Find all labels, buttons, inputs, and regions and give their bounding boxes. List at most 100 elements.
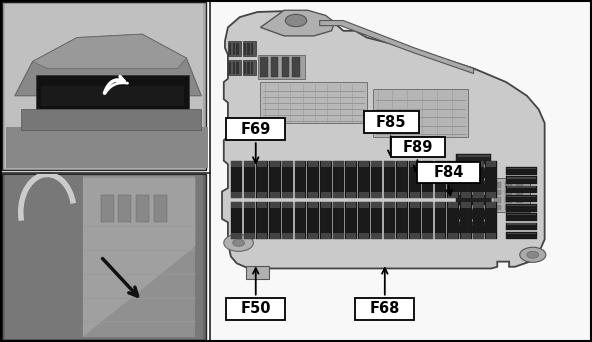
Bar — [505, 197, 512, 203]
Bar — [228, 60, 241, 75]
Circle shape — [527, 251, 539, 258]
Bar — [460, 202, 471, 239]
Bar — [271, 57, 278, 77]
Bar — [371, 202, 382, 239]
Bar — [435, 161, 445, 167]
Bar — [397, 202, 407, 208]
Bar — [251, 62, 253, 74]
Bar — [494, 182, 501, 188]
Bar — [456, 195, 491, 205]
Bar — [346, 233, 356, 239]
Polygon shape — [36, 75, 189, 109]
Bar — [372, 233, 382, 239]
Bar — [333, 161, 343, 167]
Bar — [320, 161, 332, 198]
Bar — [244, 192, 255, 198]
Bar — [292, 57, 300, 77]
Bar — [373, 89, 468, 137]
Bar — [5, 4, 203, 168]
Polygon shape — [83, 178, 195, 337]
Bar — [243, 41, 256, 56]
Polygon shape — [222, 11, 545, 268]
Bar — [257, 233, 268, 239]
Bar — [211, 1, 590, 341]
Bar — [461, 161, 471, 167]
Bar — [244, 202, 255, 239]
Bar — [244, 161, 255, 198]
Bar — [251, 43, 253, 55]
Bar — [2, 2, 206, 170]
Text: F69: F69 — [240, 122, 271, 136]
Bar — [448, 161, 459, 198]
Bar — [422, 202, 433, 208]
Bar — [372, 161, 382, 167]
Bar — [346, 192, 356, 198]
Bar — [260, 82, 367, 123]
Bar — [472, 161, 484, 198]
Bar — [359, 192, 369, 198]
Bar — [257, 161, 268, 167]
Bar — [295, 202, 305, 208]
Bar — [282, 202, 293, 208]
Bar — [346, 202, 356, 208]
Bar — [371, 161, 382, 198]
Bar — [507, 223, 536, 225]
Bar — [346, 161, 356, 167]
Bar — [154, 195, 167, 222]
Bar — [474, 202, 484, 208]
Text: F85: F85 — [376, 115, 407, 130]
Bar — [307, 202, 318, 239]
Bar — [422, 202, 433, 239]
Bar — [101, 195, 114, 222]
Bar — [384, 233, 394, 239]
Bar — [410, 161, 420, 167]
Bar — [397, 161, 408, 198]
Circle shape — [224, 234, 253, 251]
Circle shape — [520, 247, 546, 262]
Bar — [507, 196, 536, 197]
Bar — [435, 233, 445, 239]
Bar — [458, 196, 490, 198]
Bar — [486, 233, 496, 239]
Bar — [494, 197, 501, 203]
Bar — [243, 60, 256, 75]
Bar — [435, 202, 445, 208]
Bar — [236, 62, 239, 74]
Bar — [364, 111, 419, 133]
Bar — [333, 161, 345, 198]
Bar — [491, 178, 530, 212]
Bar — [282, 57, 289, 77]
Bar — [231, 202, 243, 239]
Bar — [118, 195, 131, 222]
Bar — [258, 55, 305, 79]
Bar — [507, 214, 536, 215]
Bar — [282, 192, 293, 198]
Bar — [494, 190, 501, 195]
Bar — [41, 86, 184, 106]
Bar — [422, 233, 433, 239]
Bar — [391, 137, 445, 157]
Bar — [422, 192, 433, 198]
Polygon shape — [15, 34, 201, 96]
Bar — [485, 202, 497, 239]
Bar — [409, 202, 421, 239]
Bar — [448, 202, 458, 208]
Bar — [472, 202, 484, 239]
Bar — [474, 192, 484, 198]
Bar — [6, 127, 208, 168]
Bar — [247, 62, 250, 74]
Bar — [458, 182, 490, 184]
Bar — [321, 202, 331, 208]
Bar — [372, 202, 382, 208]
Bar — [417, 162, 480, 183]
Bar — [359, 202, 369, 208]
Bar — [244, 62, 246, 74]
Bar — [458, 209, 490, 211]
Bar — [229, 62, 231, 74]
Bar — [355, 298, 414, 320]
Bar — [422, 161, 433, 167]
Bar — [397, 233, 407, 239]
Bar — [359, 161, 369, 167]
Bar — [494, 205, 501, 210]
Bar — [321, 192, 331, 198]
